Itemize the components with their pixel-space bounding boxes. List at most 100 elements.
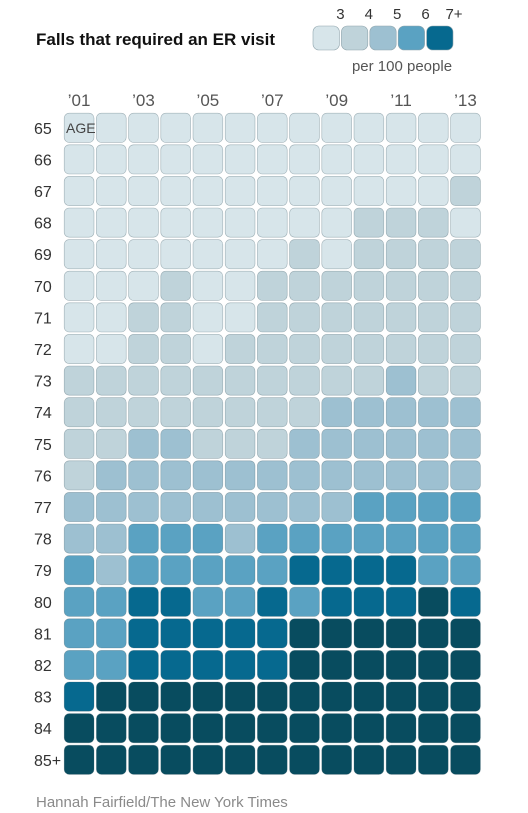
- heatmap-cell: [353, 239, 385, 270]
- heatmap-cell: [321, 650, 352, 680]
- heatmap-cell: [450, 586, 481, 617]
- grid-dot: [94, 174, 97, 177]
- heatmap-cell: [353, 713, 385, 744]
- heatmap-cell: [160, 744, 191, 775]
- row-label: 72: [34, 342, 52, 359]
- grid-dot: [126, 679, 129, 682]
- legend-swatch: [397, 25, 425, 51]
- grid-dot: [351, 300, 354, 303]
- heatmap-cell: [192, 397, 224, 428]
- heatmap-cell: [257, 460, 288, 491]
- grid-dot: [383, 711, 387, 714]
- heatmap-cell: [450, 492, 481, 522]
- grid-dot: [383, 584, 387, 588]
- grid-dot: [190, 711, 193, 714]
- heatmap-cell: [96, 555, 127, 586]
- grid-dot: [319, 363, 322, 366]
- heatmap-cell: [353, 207, 385, 238]
- grid-dot: [416, 648, 419, 651]
- grid-dot: [94, 711, 97, 714]
- heatmap-cell: [450, 744, 481, 775]
- heatmap-cell: [418, 650, 449, 680]
- heatmap-cell: [321, 239, 352, 270]
- grid-dot: [416, 742, 419, 746]
- heatmap-cell: [128, 713, 159, 744]
- grid-dot: [126, 616, 129, 619]
- heatmap-cell: [192, 713, 224, 744]
- heatmap-cell: [257, 239, 288, 270]
- heatmap-cell: [160, 650, 191, 680]
- grid-dot: [94, 237, 97, 240]
- grid-dot: [190, 742, 193, 746]
- grid-dot: [448, 332, 451, 335]
- grid-dot: [448, 363, 451, 366]
- heatmap-cell: [418, 713, 449, 744]
- grid-dot: [222, 490, 226, 493]
- heatmap-cell: [96, 365, 127, 396]
- grid-dot: [351, 363, 354, 366]
- heatmap-cell: [63, 144, 95, 175]
- grid-dot: [94, 426, 97, 430]
- heatmap-cell: [192, 681, 224, 712]
- grid-dot: [448, 458, 451, 461]
- grid-dot: [383, 616, 387, 619]
- grid-dot: [222, 648, 226, 651]
- grid-dot: [351, 521, 354, 524]
- grid-dot: [94, 521, 97, 524]
- heatmap-cell: [385, 744, 417, 775]
- heatmap-cell: [353, 744, 385, 775]
- heatmap-cell: [63, 112, 95, 143]
- heatmap-cell: [224, 334, 256, 364]
- heatmap-cell: [63, 428, 95, 459]
- grid-dot: [222, 711, 226, 714]
- heatmap-cell: [192, 650, 224, 680]
- grid-dot: [287, 205, 290, 208]
- grid-dot: [255, 553, 258, 556]
- grid-dot: [190, 395, 193, 398]
- heatmap-cell: [385, 523, 417, 554]
- heatmap-cell: [385, 270, 417, 301]
- grid-dot: [383, 426, 387, 430]
- grid-dot: [351, 648, 354, 651]
- grid-dot: [383, 205, 387, 208]
- grid-dot: [158, 616, 161, 619]
- heatmap-cell: [224, 428, 256, 459]
- heatmap-cell: [321, 334, 352, 364]
- legend-label: 3: [336, 6, 344, 23]
- heatmap-cell: [385, 144, 417, 175]
- heatmap-cell: [321, 586, 352, 617]
- grid-dot: [126, 363, 129, 366]
- grid-dot: [383, 237, 387, 240]
- grid-dot: [448, 616, 451, 619]
- heatmap-cell: [224, 144, 256, 175]
- heatmap-cell: [385, 618, 417, 649]
- grid-dot: [287, 237, 290, 240]
- grid-dot: [448, 395, 451, 398]
- heatmap-cell: [63, 650, 95, 680]
- heatmap-cell: [63, 176, 95, 206]
- grid-dot: [222, 742, 226, 746]
- grid-dot: [319, 300, 322, 303]
- heatmap-cell: [450, 618, 481, 649]
- heatmap-cell: [450, 713, 481, 744]
- grid-dot: [126, 174, 129, 177]
- heatmap-cell: [160, 681, 191, 712]
- grid-dot: [287, 679, 290, 682]
- grid-dot: [126, 426, 129, 430]
- heatmap-cell: [224, 618, 256, 649]
- grid-dot: [222, 553, 226, 556]
- grid-dot: [158, 363, 161, 366]
- grid-dot: [319, 521, 322, 524]
- heatmap-cell: [192, 492, 224, 522]
- legend-swatch: [369, 25, 397, 51]
- heatmap-cell: [385, 555, 417, 586]
- grid-dot: [383, 490, 387, 493]
- grid-dot: [190, 174, 193, 177]
- heatmap-cell: [160, 555, 191, 586]
- grid-dot: [222, 395, 226, 398]
- heatmap-cell: [192, 555, 224, 586]
- grid-dot: [319, 711, 322, 714]
- grid-dot: [416, 616, 419, 619]
- heatmap-cell: [96, 744, 127, 775]
- grid-dot: [287, 742, 290, 746]
